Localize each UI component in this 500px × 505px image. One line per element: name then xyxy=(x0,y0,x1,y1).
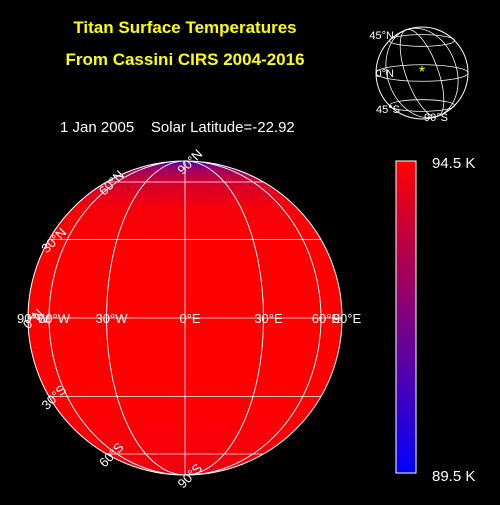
date-solar-latitude-line: 1 Jan 2005 Solar Latitude=-22.92 xyxy=(60,119,295,136)
longitude-label: 90°W xyxy=(17,311,50,326)
colorbar-max-label: 94.5 K xyxy=(432,155,476,172)
meridian-line xyxy=(48,161,322,475)
inset-meridian xyxy=(385,27,459,119)
inset-parallel xyxy=(389,34,455,47)
inset-latitude-label: 45°S xyxy=(376,104,400,116)
chart-title-line2: From Cassini CIRS 2004-2016 xyxy=(65,50,305,69)
inset-parallel xyxy=(375,64,469,82)
inset-latitude-label: 90°S xyxy=(424,112,448,124)
chart-title-line1: Titan Surface Temperatures xyxy=(73,18,297,37)
inset-parallel xyxy=(389,99,455,112)
date-label: 1 Jan 2005 xyxy=(60,119,135,136)
longitude-label: 0°E xyxy=(179,311,200,326)
subsolar-point-marker: * xyxy=(419,64,425,81)
globe-outline xyxy=(27,160,343,476)
graticule-labels: 90°N60°N30°N0°N30°S60°S90°S90°W60°W 30°W 0… xyxy=(17,146,361,491)
inset-latitude-label: 45°N xyxy=(369,30,394,42)
longitude-label: 30°E xyxy=(254,311,283,326)
longitude-label: 60°W xyxy=(38,311,71,326)
longitude-label: 90°E xyxy=(333,311,362,326)
inset-latitude-label: 0°N xyxy=(376,68,395,80)
colorbar xyxy=(395,160,417,474)
colorbar-min-label: 89.5 K xyxy=(432,468,476,485)
longitude-label: 60°E xyxy=(312,311,341,326)
longitude-label: 30°W xyxy=(96,311,129,326)
meridian-line xyxy=(106,161,264,475)
solar-latitude-label: Solar Latitude=-22.92 xyxy=(150,119,295,136)
inset-globe: 45°N 0°N 45°S 90°S * xyxy=(369,26,469,124)
